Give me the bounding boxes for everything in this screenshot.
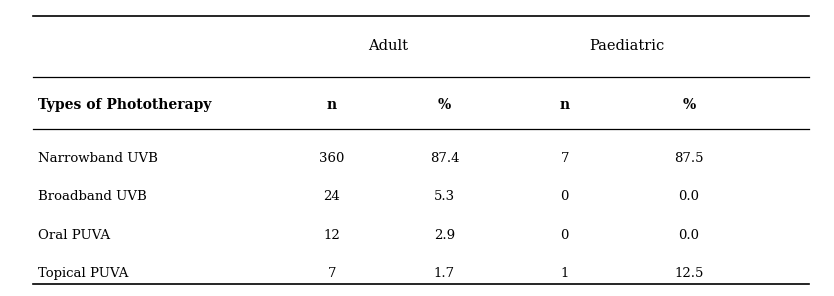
Text: n: n: [560, 98, 570, 112]
Text: 0.0: 0.0: [678, 229, 699, 242]
Text: 360: 360: [319, 152, 344, 165]
Text: Paediatric: Paediatric: [589, 39, 665, 53]
Text: 0: 0: [560, 229, 569, 242]
Text: 7: 7: [328, 267, 336, 280]
Text: Broadband UVB: Broadband UVB: [38, 190, 146, 203]
Text: Adult: Adult: [368, 39, 408, 53]
Text: 7: 7: [560, 152, 569, 165]
Text: 24: 24: [324, 190, 340, 203]
Text: 12.5: 12.5: [674, 267, 703, 280]
Text: %: %: [438, 98, 451, 112]
Text: 0: 0: [560, 190, 569, 203]
Text: %: %: [682, 98, 696, 112]
Text: 87.5: 87.5: [674, 152, 704, 165]
Text: 2.9: 2.9: [434, 229, 455, 242]
Text: 1.7: 1.7: [434, 267, 455, 280]
Text: n: n: [327, 98, 337, 112]
Text: Narrowband UVB: Narrowband UVB: [38, 152, 158, 165]
Text: 5.3: 5.3: [434, 190, 455, 203]
Text: 1: 1: [560, 267, 569, 280]
Text: 0.0: 0.0: [678, 190, 699, 203]
Text: 87.4: 87.4: [430, 152, 460, 165]
Text: Topical PUVA: Topical PUVA: [38, 267, 128, 280]
Text: Oral PUVA: Oral PUVA: [38, 229, 109, 242]
Text: 12: 12: [324, 229, 340, 242]
Text: Types of Phototherapy: Types of Phototherapy: [38, 98, 211, 112]
